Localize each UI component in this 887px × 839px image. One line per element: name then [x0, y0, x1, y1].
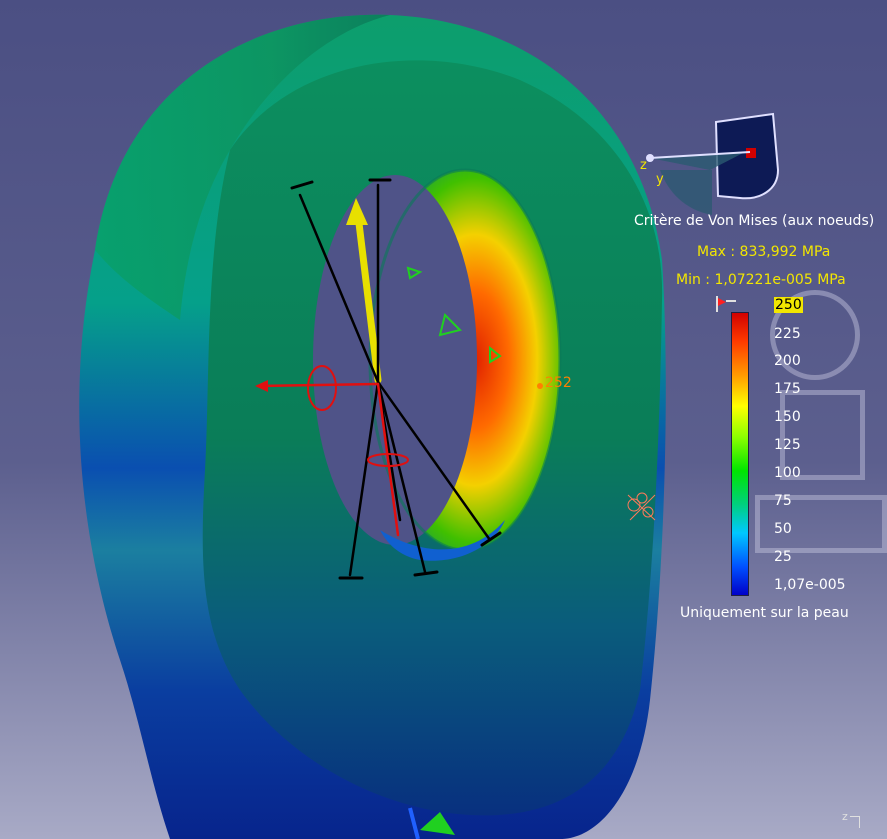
skin-only-toggle[interactable]: Uniquement sur la peau — [680, 605, 849, 621]
legend-tick-8: 50 — [774, 521, 792, 537]
corner-axis-icon: z — [842, 810, 862, 830]
legend-tick-9: 25 — [774, 549, 792, 565]
legend-tick-10: 1,07e-005 — [774, 577, 846, 593]
ghost-square-widget — [780, 390, 865, 480]
bottom-axis-triad — [408, 807, 455, 839]
probe-point — [537, 383, 543, 389]
legend-tick-5: 125 — [774, 437, 801, 453]
legend-tick-2: 200 — [774, 353, 801, 369]
ghost-wedge-widget — [755, 495, 887, 553]
corner-axis-label: z — [842, 810, 848, 823]
legend-max: Max : 833,992 MPa — [697, 244, 831, 260]
compass-y-label: y — [656, 172, 664, 187]
compass-widget[interactable]: z y — [640, 110, 790, 220]
legend-tick-7: 75 — [774, 493, 792, 509]
annotation-scribble — [627, 492, 656, 521]
load-arrows — [255, 178, 502, 580]
legend-title: Critère de Von Mises (aux noeuds) — [634, 213, 875, 229]
compass-z-label: z — [640, 158, 647, 173]
legend-color-bar — [731, 312, 749, 596]
legend-tick-3: 175 — [774, 381, 801, 397]
legend-tick-4: 150 — [774, 409, 801, 425]
legend-min: Min : 1,07221e-005 MPa — [676, 272, 846, 288]
legend-flag-icon — [716, 296, 738, 312]
legend-tick-1: 225 — [774, 326, 801, 342]
probe-value-label: 252 — [545, 375, 572, 391]
legend-tick-0: 250 — [774, 297, 803, 313]
compass-icon — [646, 112, 780, 215]
ghost-circle-widget — [770, 290, 860, 380]
hole-opening — [313, 175, 477, 545]
legend-tick-6: 100 — [774, 465, 801, 481]
lug-side-band — [95, 14, 390, 320]
